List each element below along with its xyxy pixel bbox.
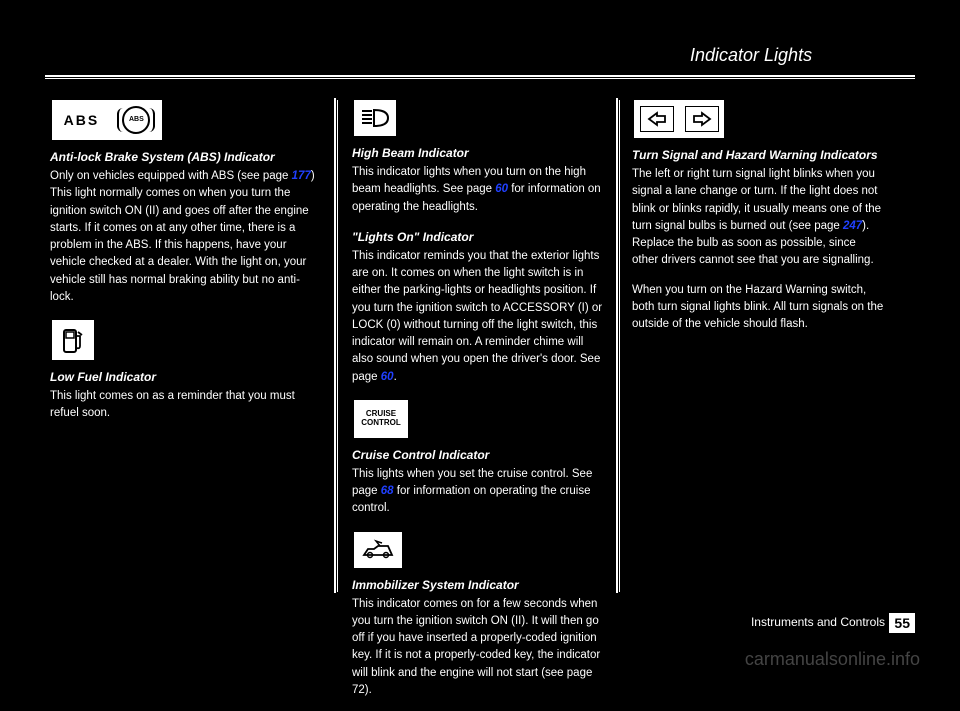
page-title: Indicator Lights [690,45,812,66]
title-rule [45,75,915,79]
fuel-indicator-icon [50,318,96,362]
turn-body-2: When you turn on the Hazard Warning swit… [632,282,885,334]
immobilizer-indicator-icon [352,530,404,570]
turn-body: The left or right turn signal light blin… [632,166,885,270]
highbeam-indicator-icon [352,98,398,138]
cruise-heading: Cruise Control Indicator [352,446,605,464]
column-divider-2 [616,98,618,593]
footer-category: Instruments and Controls [751,615,885,629]
turn-signal-indicator-icon [632,98,726,140]
immobilizer-body: This indicator comes on for a few second… [352,596,605,700]
page-number: 55 [889,613,915,633]
cruise-body: This lights when you set the cruise cont… [352,466,605,518]
cruise-icon-line2: CONTROL [361,419,401,428]
left-arrow-icon [640,106,674,132]
abs-icon-text: ABS [64,110,100,131]
lightson-body-text: This indicator reminds you that the exte… [352,250,602,383]
abs-heading: Anti-lock Brake System (ABS) Indicator [50,148,315,166]
lightson-heading: "Lights On" Indicator [352,228,605,246]
lightson-body: This indicator reminds you that the exte… [352,248,605,386]
abs-body-before: Only on vehicles equipped with ABS (see … [50,170,292,182]
highbeam-heading: High Beam Indicator [352,144,605,162]
immobilizer-heading: Immobilizer System Indicator [352,576,605,594]
column-1: ABS ABS Anti-lock Brake System (ABS) Ind… [50,98,315,435]
highbeam-page-link[interactable]: 60 [495,183,508,195]
column-divider-1-inner [337,100,338,592]
turn-heading: Turn Signal and Hazard Warning Indicator… [632,146,885,164]
abs-page-link[interactable]: 177 [292,170,311,182]
abs-icon-circle: ABS [122,106,150,134]
highbeam-body: This indicator lights when you turn on t… [352,164,605,216]
lightson-page-link[interactable]: 60 [381,371,394,383]
abs-body-after: ) This light normally comes on when you … [50,170,315,303]
cruise-page-link[interactable]: 68 [381,485,394,497]
cruise-control-indicator-icon: CRUISE CONTROL [352,398,410,440]
abs-body: Only on vehicles equipped with ABS (see … [50,168,315,306]
column-divider-1 [334,98,336,593]
abs-indicator-icon: ABS ABS [50,98,164,142]
column-2: High Beam Indicator This indicator light… [340,98,605,711]
turn-page-link[interactable]: 247 [843,220,862,232]
fuel-heading: Low Fuel Indicator [50,368,315,386]
watermark: carmanualsonline.info [745,649,920,670]
right-arrow-icon [685,106,719,132]
column-3: Turn Signal and Hazard Warning Indicator… [620,98,885,345]
fuel-body: This light comes on as a reminder that y… [50,388,315,423]
